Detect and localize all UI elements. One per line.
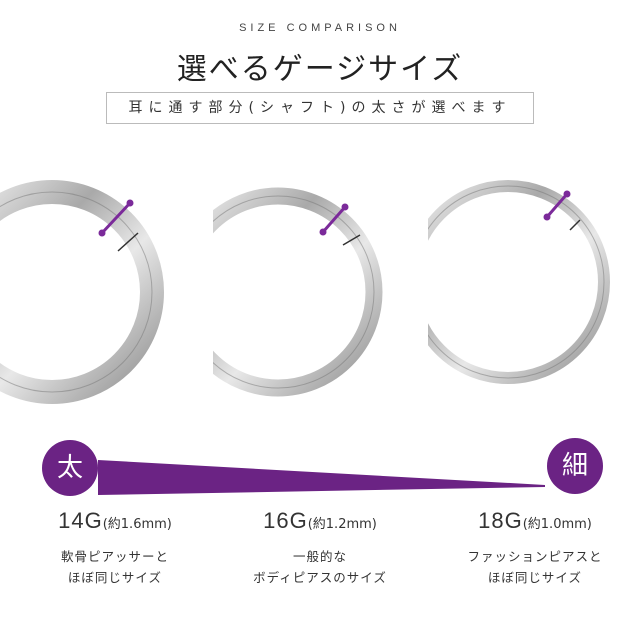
gauge-label: 14G: [58, 508, 103, 533]
size-desc: ほぼ同じサイズ: [67, 570, 163, 585]
size-desc: ボディピアスのサイズ: [253, 570, 387, 585]
gauge-mm: (約1.2mm): [307, 517, 377, 532]
size-desc: ほぼ同じサイズ: [487, 570, 583, 585]
size-desc: 一般的な: [292, 549, 347, 564]
thickness-marker-18g: [545, 193, 569, 218]
gauge-label: 16G: [263, 508, 308, 533]
gauge-label: 18G: [478, 508, 523, 533]
thick-badge: 太: [42, 440, 98, 496]
gauge-mm: (約1.0mm): [522, 517, 592, 532]
section-eyebrow: SIZE COMPARISON: [239, 22, 401, 34]
size-16g: 16G(約1.2mm) 一般的なボディピアスのサイズ: [210, 508, 430, 588]
size-14g: 14G(約1.6mm) 軟骨ピアッサーと ほぼ同じサイズ: [5, 508, 225, 588]
thickness-marker-16g: [321, 206, 347, 233]
size-desc: 軟骨ピアッサーと: [60, 549, 169, 564]
size-18g: 18G(約1.0mm) ファッションピアスと ほぼ同じサイズ: [425, 508, 640, 588]
ring-14g: [0, 180, 164, 404]
size-desc: ファッションピアスと: [467, 549, 603, 564]
ring-16g: [213, 187, 383, 397]
ring-images: [0, 180, 610, 404]
gauge-mm: (約1.6mm): [102, 517, 172, 532]
thin-badge: 細: [547, 438, 603, 494]
page-title: 選べるゲージサイズ: [176, 52, 464, 87]
thickness-marker-14g: [100, 201, 132, 235]
subtitle-box: 耳に通す部分(シャフト)の太さが選べます: [106, 92, 534, 124]
thickness-wedge: [98, 460, 545, 495]
ring-18g: [428, 180, 610, 384]
